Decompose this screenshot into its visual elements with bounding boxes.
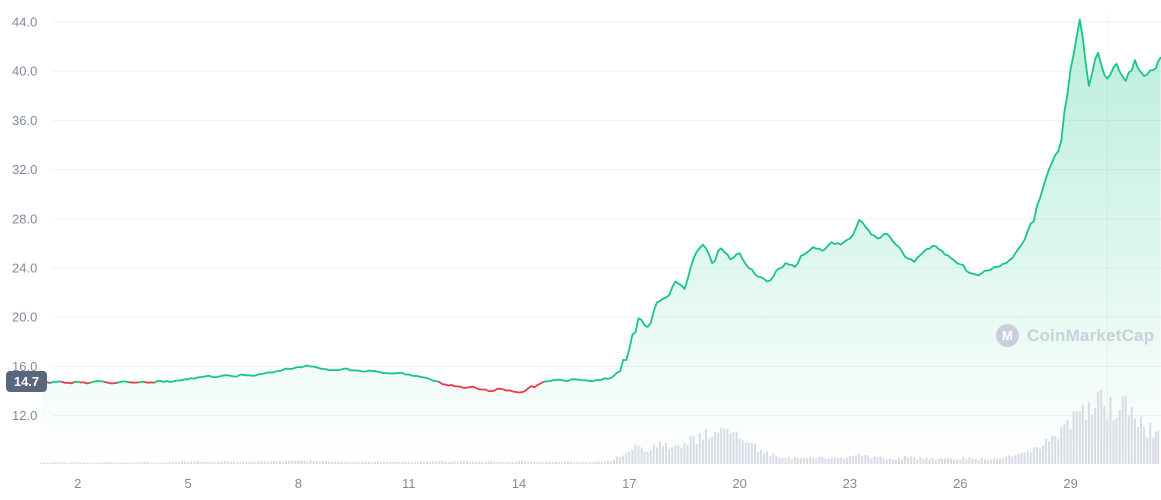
svg-text:20.0: 20.0: [12, 310, 37, 325]
svg-text:36.0: 36.0: [12, 113, 37, 128]
coinmarketcap-logo-icon: M: [996, 324, 1019, 347]
svg-text:32.0: 32.0: [12, 162, 37, 177]
svg-text:5: 5: [184, 476, 191, 491]
svg-text:24.0: 24.0: [12, 261, 37, 276]
svg-text:29: 29: [1063, 476, 1077, 491]
y-axis-labels: 12.0 16.0 20.0 24.0 28.0 32.0 36.0 40.0 44.0: [12, 15, 37, 424]
svg-text:16.0: 16.0: [12, 359, 37, 374]
watermark-text: CoinMarketCap: [1027, 325, 1155, 345]
svg-text:44.0: 44.0: [12, 15, 37, 30]
svg-text:17: 17: [622, 476, 636, 491]
svg-text:M: M: [1002, 328, 1013, 343]
current-price-badge: 14.7: [6, 371, 47, 392]
svg-text:40.0: 40.0: [12, 64, 37, 79]
coinmarketcap-watermark: M CoinMarketCap: [996, 324, 1154, 347]
svg-text:28.0: 28.0: [12, 211, 37, 226]
svg-text:8: 8: [295, 476, 302, 491]
svg-text:12.0: 12.0: [12, 408, 37, 423]
volume-bars: [40, 389, 1160, 464]
svg-text:23: 23: [843, 476, 857, 491]
svg-text:26: 26: [953, 476, 967, 491]
svg-text:11: 11: [402, 476, 416, 491]
svg-text:14: 14: [512, 476, 526, 491]
svg-text:2: 2: [74, 476, 81, 491]
area-fill: [41, 19, 1161, 464]
gridlines: [52, 12, 1161, 464]
svg-text:20: 20: [732, 476, 746, 491]
price-line: [40, 18, 1161, 394]
x-axis-labels: 2 5 8 11 14 17 20 23 26 29: [74, 476, 1078, 491]
